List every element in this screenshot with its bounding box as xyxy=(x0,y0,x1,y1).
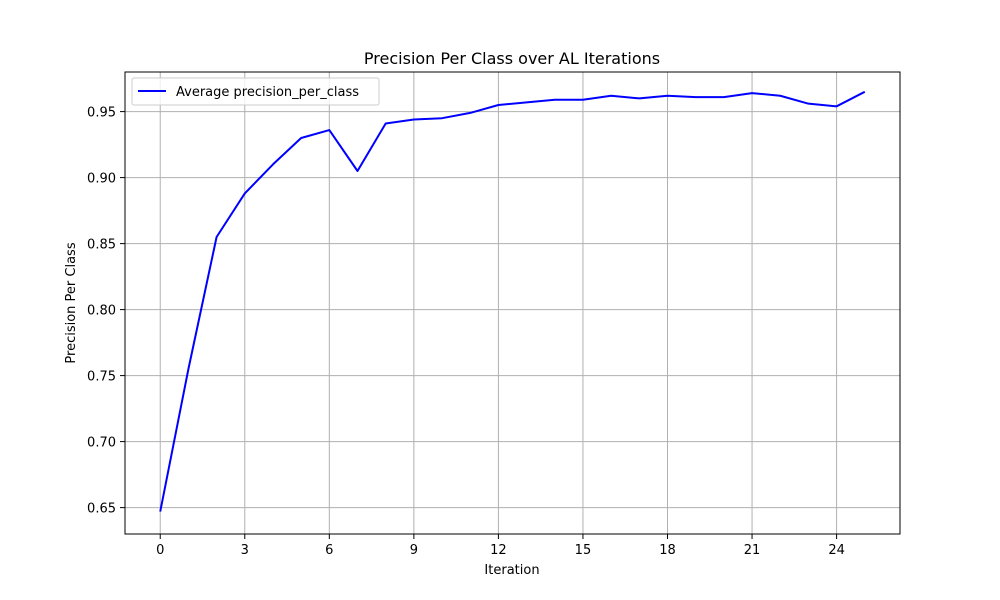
x-tick-label: 0 xyxy=(156,543,164,558)
x-tick-label: 24 xyxy=(828,543,845,558)
y-tick-label: 0.80 xyxy=(87,304,116,319)
plot-area-frame xyxy=(124,71,901,535)
x-tick-label: 18 xyxy=(659,543,676,558)
legend-label: Average precision_per_class xyxy=(176,85,359,100)
y-tick-label: 0.65 xyxy=(87,502,116,517)
chart-title: Precision Per Class over AL Iterations xyxy=(364,49,660,68)
x-tick-label: 12 xyxy=(490,543,507,558)
y-tick-label: 0.85 xyxy=(87,238,116,253)
x-tick-label: 3 xyxy=(241,543,249,558)
x-axis-label: Iteration xyxy=(484,563,539,578)
legend: Average precision_per_class xyxy=(131,77,380,106)
y-tick-label: 0.95 xyxy=(87,106,116,121)
x-tick-label: 9 xyxy=(410,543,418,558)
grid-lines xyxy=(125,72,900,534)
x-tick-label: 6 xyxy=(325,543,333,558)
y-axis-label: Precision Per Class xyxy=(64,242,79,363)
series-line xyxy=(159,90,866,512)
y-tick-label: 0.70 xyxy=(87,436,116,451)
series-layer xyxy=(159,90,866,512)
x-tick-label: 21 xyxy=(744,543,761,558)
x-axis-ticks: 0 3 6 9 12 15 18 21 24 xyxy=(156,534,845,558)
y-tick-label: 0.75 xyxy=(87,370,116,385)
legend-box xyxy=(131,77,380,106)
y-axis-ticks: 0.65 0.70 0.75 0.80 0.85 0.90 0.95 xyxy=(87,106,125,517)
x-tick-label: 15 xyxy=(575,543,592,558)
y-tick-label: 0.90 xyxy=(87,172,116,187)
